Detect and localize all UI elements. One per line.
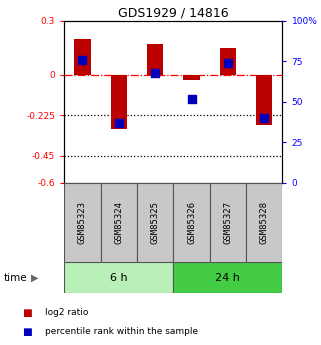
Bar	[246, 183, 282, 262]
Bar	[147, 44, 163, 75]
Text: percentile rank within the sample: percentile rank within the sample	[45, 327, 198, 336]
Text: ■: ■	[22, 308, 32, 318]
Bar	[64, 262, 173, 293]
Text: ▶: ▶	[30, 273, 38, 283]
Text: GSM85327: GSM85327	[223, 201, 232, 244]
Bar	[137, 183, 173, 262]
Point	[262, 115, 267, 121]
Point	[152, 70, 158, 75]
Text: GSM85325: GSM85325	[151, 201, 160, 244]
Bar	[110, 75, 127, 129]
Point	[80, 57, 85, 62]
Text: GSM85323: GSM85323	[78, 201, 87, 244]
Point	[225, 60, 230, 66]
Bar	[173, 262, 282, 293]
Text: 6 h: 6 h	[110, 273, 127, 283]
Bar	[256, 75, 273, 125]
Text: GSM85328: GSM85328	[260, 201, 269, 244]
Text: ■: ■	[22, 327, 32, 337]
Title: GDS1929 / 14816: GDS1929 / 14816	[118, 7, 229, 20]
Text: time: time	[3, 273, 27, 283]
Bar	[100, 183, 137, 262]
Text: log2 ratio: log2 ratio	[45, 308, 88, 317]
Text: 24 h: 24 h	[215, 273, 240, 283]
Bar	[183, 75, 200, 80]
Bar	[220, 48, 236, 75]
Bar	[173, 183, 210, 262]
Bar	[64, 183, 100, 262]
Bar	[210, 183, 246, 262]
Point	[116, 120, 121, 126]
Text: GSM85326: GSM85326	[187, 201, 196, 244]
Bar	[74, 39, 91, 75]
Text: GSM85324: GSM85324	[114, 201, 123, 244]
Point	[189, 96, 194, 101]
